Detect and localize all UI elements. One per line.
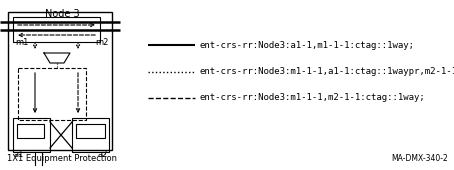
Text: ent-crs-rr:Node3:m1-1-1,a1-1:ctag::1waypr,m2-1-1;: ent-crs-rr:Node3:m1-1-1,a1-1:ctag::1wayp… <box>200 67 454 76</box>
Text: ent-crs-rr:Node3:m1-1-1,m2-1-1:ctag::1way;: ent-crs-rr:Node3:m1-1-1,m2-1-1:ctag::1wa… <box>200 94 426 103</box>
Text: ent-crs-rr:Node3:a1-1,m1-1-1:ctag::1way;: ent-crs-rr:Node3:a1-1,m1-1-1:ctag::1way; <box>200 40 415 49</box>
Text: Node 3: Node 3 <box>44 9 79 19</box>
Bar <box>18 68 86 120</box>
Text: a1: a1 <box>14 150 25 159</box>
Text: MA-DMX-340-2: MA-DMX-340-2 <box>391 154 448 163</box>
Text: m1: m1 <box>15 38 28 47</box>
Text: 1X1 Equipment Protection: 1X1 Equipment Protection <box>7 154 117 163</box>
Bar <box>13 17 100 42</box>
Bar <box>8 12 112 150</box>
Bar <box>13 118 50 152</box>
Bar <box>76 124 105 138</box>
Text: m2: m2 <box>95 38 109 47</box>
Bar <box>72 118 109 152</box>
Text: a2: a2 <box>98 150 109 159</box>
Bar <box>17 124 44 138</box>
